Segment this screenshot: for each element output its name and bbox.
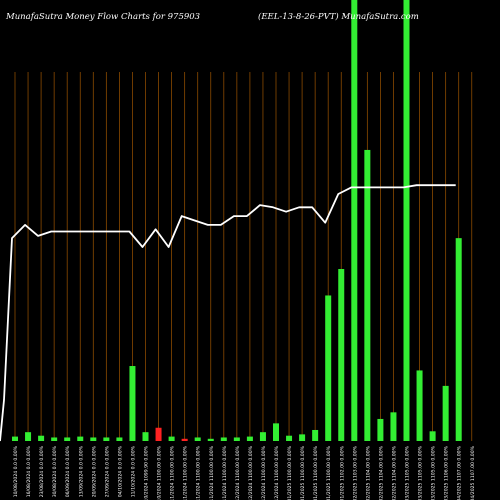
x-tick-label: 07/02/2025 1103.00 0.00% xyxy=(352,445,358,500)
x-tick-label: 14/03/2025 1105.00 0.00% xyxy=(418,445,424,500)
money-flow-bar xyxy=(220,437,227,441)
x-tick-label: 13/12/2024 1100.00 0.00% xyxy=(248,445,254,500)
x-tick-label: 10/01/2025 1100.00 0.00% xyxy=(300,445,306,500)
x-tick-label: 10/08/2024 0.0 0.00% xyxy=(13,445,19,497)
money-flow-bar xyxy=(142,432,149,441)
x-tick-label: 29/11/2024 1100.00 0.00% xyxy=(222,445,228,500)
money-flow-bar xyxy=(38,435,45,441)
x-tick-label: 24/01/2025 1100.00 0.00% xyxy=(326,445,332,500)
x-tick-label: 01/11/2024 1100.00 0.00% xyxy=(170,445,176,500)
chart-subtitle: (EEL-13-8-26-PVT) MunafaSutra.com xyxy=(258,11,419,22)
money-flow-bar xyxy=(351,0,358,441)
money-flow-bar xyxy=(312,429,319,441)
x-tick-label: 27/09/2024 0.0 0.00% xyxy=(104,445,110,497)
money-flow-bar xyxy=(390,412,397,441)
money-flow-bar xyxy=(25,432,32,441)
x-tick-label: 27/12/2024 1100.00 0.00% xyxy=(274,445,280,500)
x-tick-label: 20/12/2024 1100.00 0.00% xyxy=(261,445,267,500)
money-flow-bar xyxy=(194,437,201,441)
x-tick-labels: 10/08/2024 0.0 0.00% 16/08/2024 0.0 0.00%… xyxy=(13,445,476,500)
x-tick-label: 14/02/2025 1104.00 0.00% xyxy=(365,445,371,500)
chart-title: MunafaSutra Money Flow Charts for 975903 xyxy=(5,12,200,22)
money-flow-bar xyxy=(325,295,332,441)
x-tick-label: 17/01/2025 1100.00 0.00% xyxy=(313,445,319,500)
x-tick-label: 06/09/2024 0.0 0.00% xyxy=(65,445,71,497)
x-tick-label: 13/09/2024 0.0 0.00% xyxy=(78,445,84,497)
x-tick-label: 07/03/2025 1105.00 0.00% xyxy=(405,445,411,500)
money-flow-bar xyxy=(455,238,462,441)
money-flow-bar xyxy=(233,437,240,441)
money-flow-bar xyxy=(12,436,18,441)
money-flow-bar xyxy=(64,437,71,441)
money-flow-bar xyxy=(181,438,188,441)
x-tick-label: 04/10/2024 0.0 0.00% xyxy=(117,445,123,497)
x-tick-label: 21/03/2025 1105.00 0.00% xyxy=(431,445,437,500)
x-tick-label: 08/11/2024 1100.00 0.00% xyxy=(183,445,189,500)
money-flow-bar xyxy=(299,434,306,441)
x-tick-label: 20/09/2024 0.0 0.00% xyxy=(91,445,97,497)
money-flow-bar xyxy=(403,0,410,441)
x-tick-label: 31/01/2025 1102.00 0.00% xyxy=(339,445,345,500)
x-tick-label: 28/03/2025 1106.00 0.00% xyxy=(444,445,450,500)
money-flow-bar xyxy=(116,437,123,441)
money-flow-bar xyxy=(77,436,84,441)
money-flow-bar xyxy=(155,427,162,441)
money-flow-bar xyxy=(129,366,136,441)
money-flow-line xyxy=(0,184,456,442)
money-flow-bar xyxy=(364,149,371,441)
flow-line-group xyxy=(0,184,456,442)
x-tick-label: 03/01/2025 1100.00 0.00% xyxy=(287,445,293,500)
money-flow-bar xyxy=(207,438,214,441)
x-tick-label: 16/08/2024 0.0 0.00% xyxy=(26,445,32,497)
x-tick-label: 21/02/2025 1104.00 0.00% xyxy=(378,445,384,500)
x-tick-label: 28/02/2025 1104.00 0.00% xyxy=(391,445,397,500)
money-flow-bar xyxy=(416,370,423,441)
x-tick-label: 06/12/2024 1100.00 0.00% xyxy=(235,445,241,500)
x-tick-label: 15/11/2024 1100.00 0.00% xyxy=(196,445,202,500)
money-flow-bar xyxy=(90,437,97,441)
bars-group xyxy=(12,0,462,442)
x-tick-label: 18/10/2024 1099.90 0.00% xyxy=(144,445,150,500)
x-tick-label: 11/04/2025 1107.00 0.00% xyxy=(470,445,476,500)
x-tick-label: 25/10/2024 1100.00 0.00% xyxy=(157,445,163,500)
money-flow-bar xyxy=(286,435,293,441)
money-flow-bar xyxy=(51,437,58,441)
money-flow-bar xyxy=(442,385,449,442)
x-tick-label: 11/10/2024 0.0 0.00% xyxy=(130,445,136,497)
x-tick-label: 30/08/2024 0.0 0.00% xyxy=(52,445,58,497)
x-tick-label: 04/04/2025 1107.00 0.00% xyxy=(457,445,463,500)
x-tick-label: 22/11/2024 1100.00 0.00% xyxy=(209,445,215,500)
money-flow-bar xyxy=(338,269,345,441)
money-flow-bar xyxy=(273,423,279,441)
money-flow-bar xyxy=(429,431,436,441)
money-flow-bar xyxy=(103,437,110,441)
money-flow-bar xyxy=(246,436,253,441)
money-flow-bar xyxy=(259,432,266,441)
money-flow-bar xyxy=(377,418,384,441)
money-flow-bar xyxy=(168,436,175,441)
x-tick-label: 23/08/2024 0.0 0.00% xyxy=(39,445,45,497)
